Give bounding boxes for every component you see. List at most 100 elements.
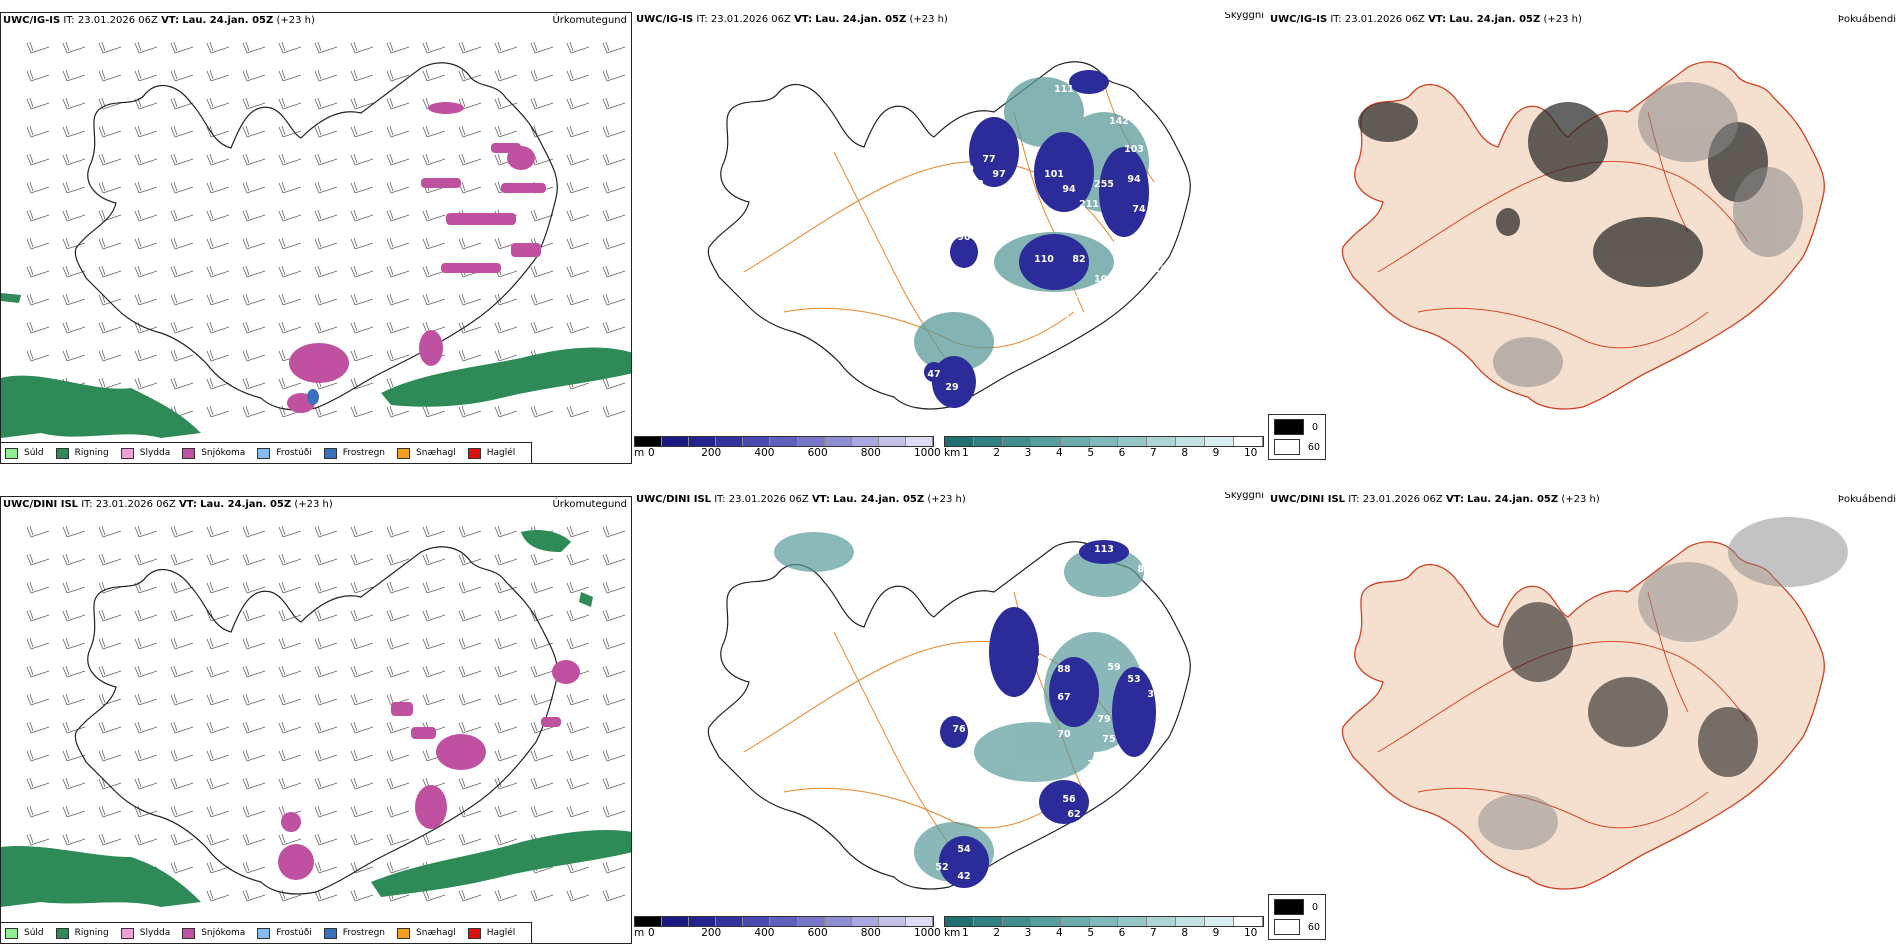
colorbar-swatch xyxy=(662,917,690,926)
colorbar-swatch xyxy=(1002,917,1032,926)
colorbar-tick-label: 1 xyxy=(962,447,969,459)
colorbar-tick-label: 6 xyxy=(1118,927,1126,939)
visibility-value-label: 142 xyxy=(1109,116,1129,127)
height-colorbar: m 0 200 400 600 800 1000 xyxy=(634,436,941,459)
visibility-value-label: 8 xyxy=(976,652,983,663)
colorbar-swatch xyxy=(1205,437,1235,446)
cover-key-swatch xyxy=(1274,899,1304,915)
cover-key-low: 0 xyxy=(1274,899,1320,915)
legend-swatch xyxy=(323,447,337,459)
cloud-cover-key: 0 60 xyxy=(1268,894,1326,940)
visibility-value-label: 111 xyxy=(1054,84,1074,95)
panel-label-cloud: Þokuábendi xyxy=(1837,14,1896,25)
panel-label-cloud: Þokuábendi xyxy=(1837,494,1896,505)
cover-key-swatch xyxy=(1274,439,1300,455)
legend-swatch xyxy=(120,447,134,459)
colorbar-tick-label: 200 xyxy=(701,927,722,939)
legend-swatch xyxy=(5,927,18,939)
colorbar-tick-label: 9 xyxy=(1212,447,1220,459)
visibility-colorbar-ticks: km 1 2 3 4 5 6 7 8 9 10 xyxy=(944,447,1258,459)
colorbar-swatch xyxy=(1031,917,1061,926)
precip-map xyxy=(1,41,631,438)
colorbar-tick-label: 800 xyxy=(860,927,881,939)
legend-item: Frostúði xyxy=(257,927,312,939)
visibility-colorbar-swatches xyxy=(944,916,1264,927)
legend-swatch xyxy=(467,927,481,939)
precip-map xyxy=(1,525,631,907)
colorbar-tick-label: 5 xyxy=(1087,927,1095,939)
colorbar-swatch xyxy=(851,437,879,446)
colorbar-tick-label: 4 xyxy=(1056,447,1063,459)
precip-type-legend: Súld Rigning Slydda Snjókoma Frostúði Fr… xyxy=(1,442,533,463)
visibility-value-label: 255 xyxy=(1094,179,1114,190)
legend-item: Slydda xyxy=(120,447,170,459)
colorbar-swatch xyxy=(945,437,974,446)
colorbar-tick-label: 800 xyxy=(860,447,881,459)
visibility-value-label: 211 xyxy=(1079,199,1099,210)
visibility-value-label: 79 xyxy=(1087,759,1100,770)
legend-item: Snæhagl xyxy=(397,447,456,459)
visibility-value-label: 105 xyxy=(1094,274,1114,285)
visibility-value-label: 83 xyxy=(1027,709,1040,720)
visibility-value-label: 13 xyxy=(1072,209,1085,220)
visibility-colorbar-ticks: km 1 2 3 4 5 6 7 8 9 10 xyxy=(944,927,1258,939)
colorbar-tick-label: 600 xyxy=(807,927,828,939)
legend-item: Snæhagl xyxy=(397,927,456,939)
visibility-value-label: 77 xyxy=(982,154,995,165)
cloud-cover-key: 0 60 xyxy=(1268,414,1326,460)
visibility-value-label: 53 xyxy=(1127,674,1140,685)
visibility-value-label: 52 xyxy=(935,862,948,873)
cover-key-swatch xyxy=(1274,419,1304,435)
colorbar-swatch xyxy=(905,437,934,446)
colorbar-swatch xyxy=(635,917,663,926)
colorbar-tick-label: 0 xyxy=(648,447,655,459)
visibility-value-label: 10 xyxy=(947,664,961,675)
visibility-value-label: 82 xyxy=(1072,254,1085,265)
panel-label-precip: Úrkomutegund xyxy=(552,499,627,510)
colorbar-swatch xyxy=(770,437,798,446)
cover-key-swatch xyxy=(1274,919,1300,935)
visibility-colorbar: km 1 2 3 4 5 6 7 8 9 10 xyxy=(944,916,1264,939)
visibility-value-label: 83 xyxy=(1137,564,1150,575)
colorbar-swatch xyxy=(743,917,771,926)
cloud-map xyxy=(1341,517,1848,890)
colorbar-swatch xyxy=(1118,917,1148,926)
visibility-value-label: 109 xyxy=(954,164,974,175)
legend-item: Snjókoma xyxy=(182,447,245,459)
colorbar-tick-label: 1 xyxy=(962,927,969,939)
legend-swatch xyxy=(182,447,196,459)
colorbar-swatch xyxy=(973,917,1003,926)
colorbar-swatch xyxy=(1060,437,1090,446)
legend-item: Frostúði xyxy=(257,447,312,459)
colorbar-tick-label: 0 xyxy=(648,927,655,939)
visibility-colorbar-swatches xyxy=(944,436,1264,447)
colorbar-tick-label: 7 xyxy=(1150,447,1157,459)
colorbar-tick-label: 2 xyxy=(993,447,1001,459)
cover-key-high: 60 xyxy=(1274,439,1320,455)
legend-item: Rigning xyxy=(55,447,109,459)
visibility-panel-row1: UWC/IG-IS IT: 23.01.2026 06Z VT: Lau. 24… xyxy=(634,12,1268,464)
cloud-panel-row2: UWC/DINI ISL IT: 23.01.2026 06Z VT: Lau.… xyxy=(1268,492,1900,944)
panel-label-precip: Úrkomutegund xyxy=(552,15,627,26)
cover-key-low: 0 xyxy=(1274,419,1320,435)
legend-swatch xyxy=(323,927,337,939)
colorbar-swatch xyxy=(1176,917,1206,926)
colorbar-swatch xyxy=(945,917,974,926)
height-colorbar-swatches xyxy=(634,916,934,927)
colorbar-swatch xyxy=(1089,437,1119,446)
colorbar-swatch xyxy=(689,437,717,446)
visibility-value-label: 141 xyxy=(1074,289,1094,300)
panel-title: UWC/DINI ISL IT: 23.01.2026 06Z VT: Lau.… xyxy=(636,494,966,505)
visibility-value-label: 88 xyxy=(1057,664,1071,675)
legend-item: Slydda xyxy=(120,927,170,939)
cover-key-high: 60 xyxy=(1274,919,1320,935)
colorbar-tick-label: 8 xyxy=(1181,927,1189,939)
colorbar-tick-label: 400 xyxy=(754,927,775,939)
legend-swatch xyxy=(55,927,69,939)
visibility-value-label: 79 xyxy=(1097,714,1110,725)
visibility-value-label: 82 xyxy=(947,619,960,630)
legend-item: Haglél xyxy=(467,927,515,939)
visibility-value-label: 103 xyxy=(1124,144,1144,155)
visibility-value-label: 107 xyxy=(999,189,1019,200)
visibility-value-label: 76 xyxy=(952,724,966,735)
